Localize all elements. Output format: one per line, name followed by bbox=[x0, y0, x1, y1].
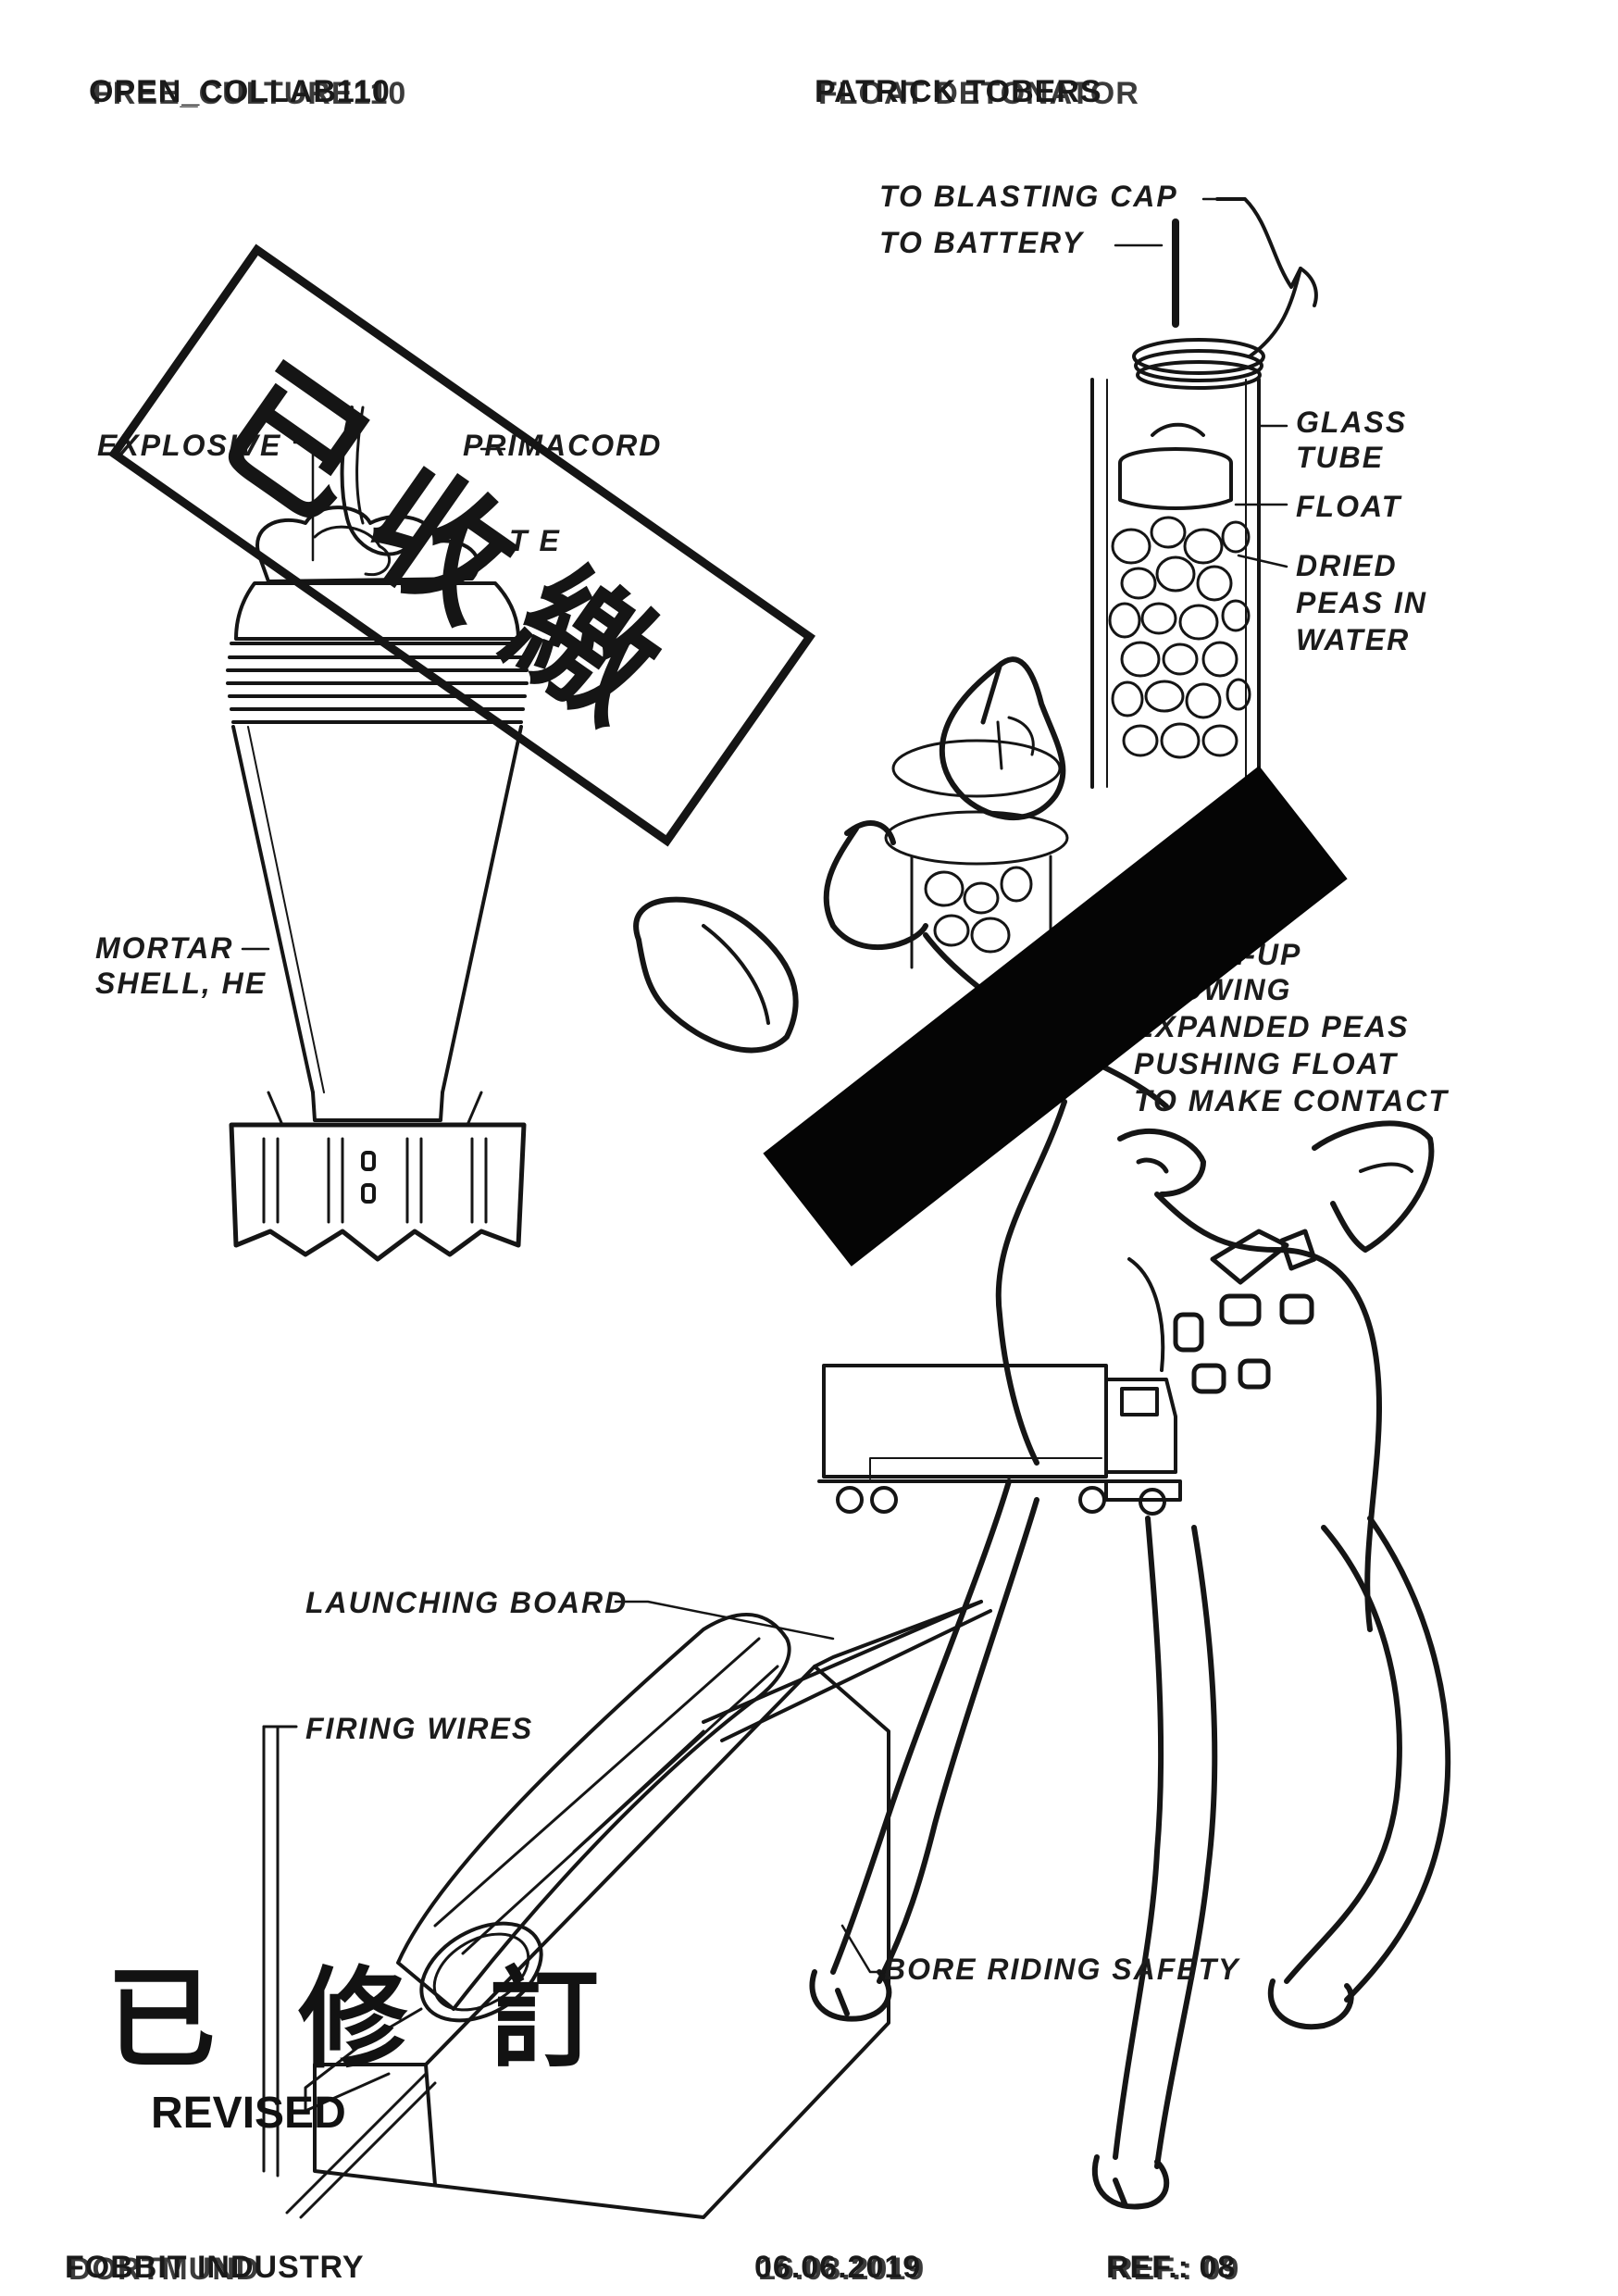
header-left-text-b: FREE_CULTURE110 bbox=[93, 76, 407, 111]
label-tnt-fragment: T E bbox=[509, 524, 561, 557]
revised-stamp-english: REVISED bbox=[151, 2089, 346, 2138]
rocket-launcher-illustration bbox=[262, 1600, 992, 2219]
footer-date-b: 16.08.2019 bbox=[758, 2252, 926, 2287]
label-to-blasting-cap: TO BLASTING CAP bbox=[879, 180, 1178, 213]
label-closeup-line4: PUSHING FLOAT bbox=[1134, 1047, 1398, 1080]
label-dried-peas-line3: WATER bbox=[1296, 623, 1411, 656]
header-left-text-a: OPEN_COLLAB110 bbox=[89, 74, 391, 109]
label-closeup-line3: EXPANDED PEAS bbox=[1134, 1010, 1410, 1043]
label-glass-tube-line2: TUBE bbox=[1296, 441, 1385, 474]
footer-date-a: 06.06.2019 bbox=[754, 2250, 922, 2285]
label-mortar-shell-line2: SHELL, HE bbox=[95, 967, 268, 1000]
glass-tube-detonator-illustration bbox=[1090, 197, 1318, 789]
label-closeup-line5: TO MAKE CONTACT bbox=[1134, 1084, 1449, 1117]
label-to-battery: TO BATTERY bbox=[879, 226, 1084, 259]
cartoon-deer-illustration bbox=[633, 656, 1451, 2210]
mortar-shell-illustration bbox=[226, 406, 529, 1262]
header-right-text-a: PATRICK TOBERS bbox=[815, 74, 1102, 109]
label-dried-peas-line2: PEAS IN bbox=[1296, 586, 1428, 619]
label-explosive: EXPLOSIVE bbox=[97, 429, 282, 462]
revised-stamp-chinese: 已 修 訂 bbox=[106, 1955, 622, 2083]
closeup-tube-illustration bbox=[884, 716, 1069, 969]
footer-left-text-b: DORTMUND bbox=[68, 2252, 260, 2287]
label-dried-peas-line1: DRIED bbox=[1296, 549, 1398, 582]
label-bore-riding-safety: BORE RIDING SAFETY bbox=[884, 1953, 1240, 1986]
label-firing-wires: FIRING WIRES bbox=[305, 1712, 534, 1745]
label-launching-board: LAUNCHING BOARD bbox=[305, 1586, 629, 1619]
label-float: FLOAT bbox=[1296, 490, 1402, 523]
semi-truck-illustration bbox=[817, 1364, 1182, 1516]
label-primacord: PRIMACORD bbox=[463, 429, 663, 462]
header-right-text-b: FLOAT DETONATOR bbox=[818, 76, 1139, 111]
footer-ref-a: REF.: 08 bbox=[1106, 2250, 1237, 2285]
label-glass-tube-line1: GLASS bbox=[1296, 406, 1408, 439]
footer-left-text-a: FOBBIT INDUSTRY bbox=[65, 2250, 365, 2285]
footer-ref-b: REF.: 09 bbox=[1110, 2252, 1240, 2287]
label-mortar-shell-line1: MORTAR bbox=[95, 931, 234, 965]
